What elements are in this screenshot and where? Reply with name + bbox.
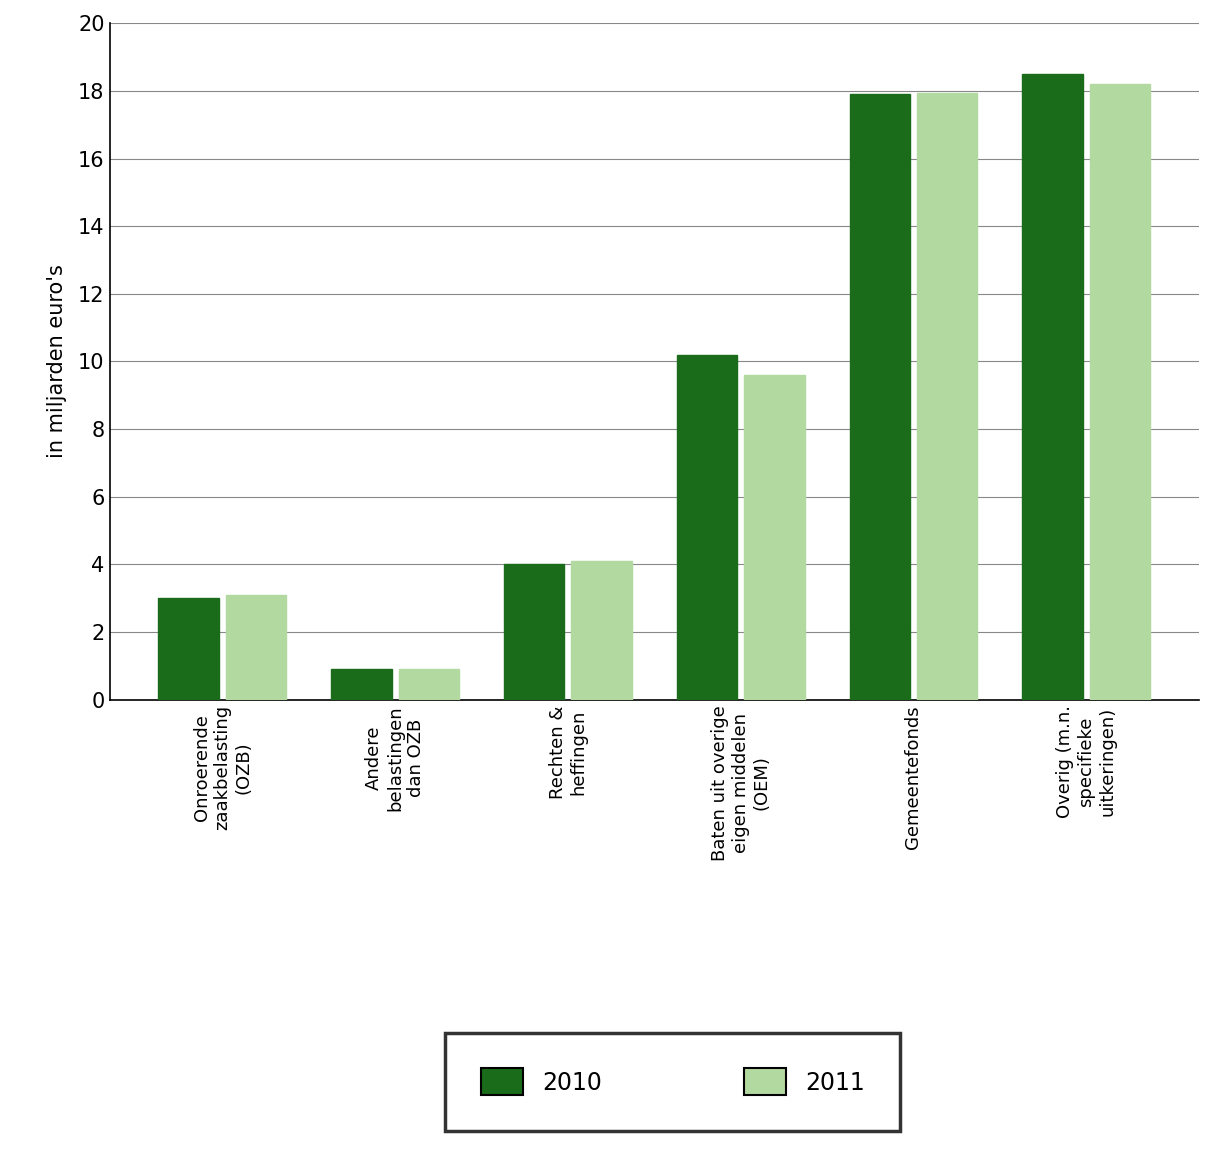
Bar: [331, 669, 391, 700]
Legend: 2010, 2011: 2010, 2011: [445, 1033, 900, 1131]
Bar: [399, 669, 459, 700]
Bar: [917, 92, 977, 700]
Bar: [504, 564, 565, 700]
Bar: [1022, 75, 1082, 700]
Bar: [571, 561, 632, 700]
Bar: [159, 598, 219, 700]
Bar: [676, 354, 737, 700]
Bar: [226, 595, 286, 700]
Bar: [744, 375, 805, 700]
Bar: [850, 94, 910, 700]
Y-axis label: in miljarden euro's: in miljarden euro's: [46, 265, 67, 458]
Bar: [1090, 84, 1150, 700]
